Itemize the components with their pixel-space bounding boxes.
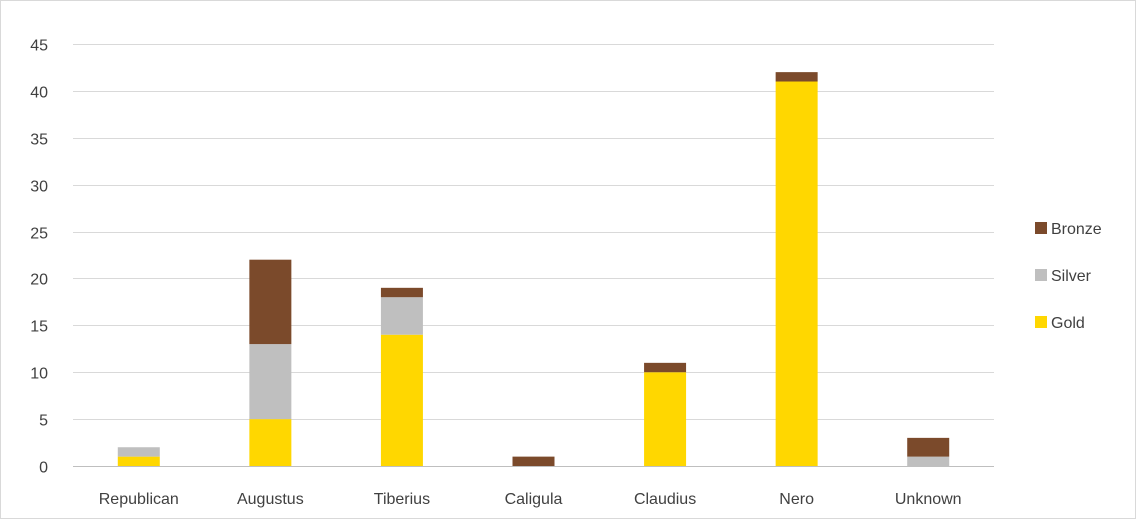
- bar-bronze-tiberius: [380, 287, 423, 298]
- x-tick-label: Unknown: [895, 491, 962, 508]
- legend-label-silver: Silver: [1051, 268, 1092, 285]
- x-tick-label: Caligula: [505, 491, 563, 508]
- y-tick-label: 15: [30, 319, 48, 336]
- gridlines: [73, 44, 994, 467]
- bar-silver-unknown: [907, 456, 950, 466]
- bar-gold-nero: [775, 81, 818, 466]
- bar-silver-tiberius: [380, 297, 423, 335]
- y-tick-label: 30: [30, 179, 48, 196]
- x-tick-label: Augustus: [237, 491, 304, 508]
- y-tick-label: 45: [30, 38, 48, 55]
- bar-gold-augustus: [249, 419, 292, 466]
- y-tick-label: 35: [30, 132, 48, 149]
- bar-bronze-nero: [775, 72, 818, 82]
- legend-label-gold: Gold: [1051, 315, 1085, 332]
- bar-bronze-caligula: [512, 456, 555, 466]
- x-tick-label: Claudius: [634, 491, 696, 508]
- x-tick-label: Republican: [99, 491, 179, 508]
- legend-swatch-gold: [1035, 316, 1047, 328]
- legend-swatch-bronze: [1035, 222, 1047, 234]
- x-tick-label: Nero: [779, 491, 814, 508]
- y-axis: 0 5 10 15 20 25 30 35 40 45: [30, 38, 48, 477]
- y-tick-label: 40: [30, 85, 48, 102]
- bar-silver-republican: [117, 447, 160, 457]
- bar-bronze-claudius: [644, 362, 687, 373]
- y-tick-label: 25: [30, 226, 48, 243]
- legend-label-bronze: Bronze: [1051, 221, 1102, 238]
- bar-gold-republican: [117, 456, 160, 466]
- y-tick-label: 5: [39, 413, 48, 430]
- bar-silver-augustus: [249, 344, 292, 420]
- x-axis: Republican Augustus Tiberius Caligula Claudi…: [99, 491, 962, 508]
- y-tick-label: 0: [39, 460, 48, 477]
- bar-bronze-unknown: [907, 437, 950, 457]
- x-tick-label: Tiberius: [374, 491, 430, 508]
- legend-swatch-silver: [1035, 269, 1047, 281]
- y-tick-label: 20: [30, 272, 48, 289]
- bar-bronze-augustus: [249, 259, 292, 345]
- bar-gold-tiberius: [380, 334, 423, 466]
- bar-gold-claudius: [644, 372, 687, 466]
- bars: [117, 72, 950, 466]
- legend: Bronze Silver Gold: [1035, 221, 1102, 332]
- y-tick-label: 10: [30, 366, 48, 383]
